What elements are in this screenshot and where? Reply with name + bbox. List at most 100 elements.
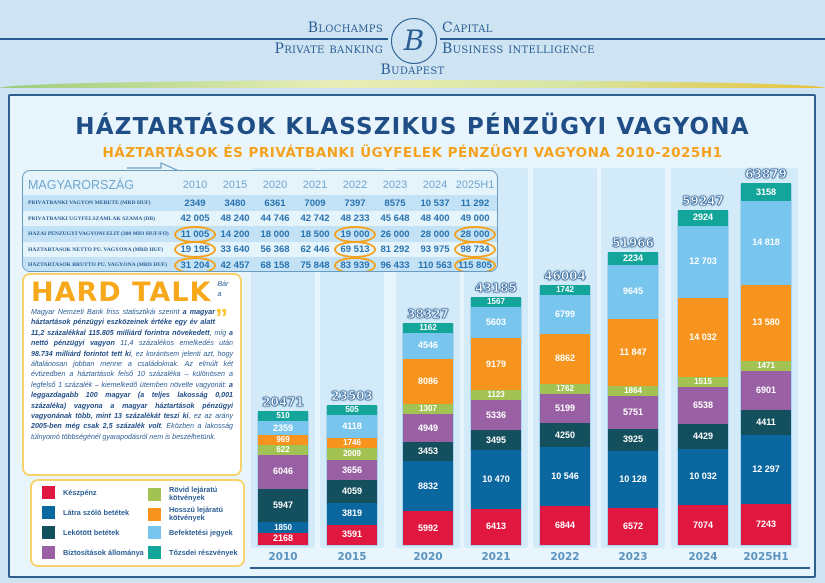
brand-logo: B — [391, 18, 437, 64]
bar-2023: 6572 10 128 3925 5751 1864 11 847 9645 2234 — [607, 252, 659, 546]
table-cell: 14 200 — [220, 228, 250, 240]
bar-segment: 505 — [327, 405, 377, 416]
column-header: 2010 — [182, 179, 208, 191]
bar-segment: 11 847 — [608, 319, 658, 386]
table-title: MAGYARORSZÁG — [28, 178, 135, 192]
highlighted-text: a nettó pénzügyi vagyon — [31, 328, 233, 348]
table-row: HÁZTARTÁSOK BRUTTÓ PÜ. VAGYONA (MRD HUF)… — [23, 256, 497, 271]
table-cell: 48 233 — [340, 213, 370, 224]
bar-segment: 6413 — [471, 508, 521, 545]
body-text: . Eközben a lakosság túlnyomó többségéné… — [31, 422, 233, 441]
bar-2024: 7074 10 032 4429 6538 1515 14 032 12 703 2924 — [677, 209, 729, 546]
bar-total-label: 51966 — [612, 236, 654, 251]
tagline-left: Private banking — [274, 41, 383, 57]
bar-2022: 6844 10 546 4250 5199 1762 8862 6799 1742 — [539, 285, 591, 546]
body-text: , míg — [209, 328, 230, 337]
bar-segment: 3925 — [608, 428, 658, 451]
row-label: HÁZTARTÁSOK BRUTTÓ PÜ. VAGYONA (MRD HUF) — [28, 262, 168, 268]
legend-label: Rövid lejáratú kötvények — [169, 485, 218, 502]
bar-segment: 10 128 — [608, 450, 658, 508]
bar-segment: 1471 — [741, 361, 791, 372]
table-cell: 75 848 — [300, 259, 330, 271]
bar-segment: 6538 — [678, 386, 728, 424]
x-tick-label: 2024 — [688, 551, 718, 563]
row-label: PRIVÁTBANKI VAGYON MÉRETE (MRD HUF) — [28, 200, 151, 206]
highlighted-text: 98.734 milliárd forintot tett ki — [31, 349, 131, 358]
table-cell: 8575 — [384, 197, 406, 209]
table-cell: 26 000 — [380, 228, 410, 240]
bar-total-label: 43185 — [475, 280, 517, 295]
bar-segment: 2168 — [258, 532, 308, 545]
legend-item: Befektetési jegyek — [148, 526, 243, 539]
hard-talk-title: HARD TALK — [31, 277, 212, 308]
bar-segment: 8862 — [540, 333, 590, 384]
bar-2015: 3591 3819 4059 3656 2009 1746 4118 505 — [326, 405, 378, 546]
bar-segment: 2359 — [258, 421, 308, 435]
bar-segment: 7074 — [678, 505, 728, 545]
legend-item: Látra szóló betétek — [42, 506, 146, 519]
column-header: 2023 — [382, 179, 408, 191]
legend-item: Hosszú lejáratú kötvények — [148, 506, 243, 522]
legend-swatch — [148, 546, 161, 559]
bar-total-label: 38327 — [407, 306, 449, 321]
hard-talk-box: HARD TALK ” Bár a Magyar Nemzeti Bank fr… — [22, 273, 242, 476]
table-cell: 19 195 — [174, 241, 216, 258]
bar-segment: 4411 — [741, 410, 791, 435]
bar-segment: 1742 — [540, 285, 590, 296]
bar-segment: 5336 — [471, 400, 521, 431]
bar-segment: 4949 — [403, 414, 453, 442]
legend-label: Látra szóló betétek — [63, 507, 130, 517]
legend-swatch — [42, 486, 55, 499]
column-header: 2024 — [422, 179, 448, 191]
table-cell: 69 513 — [334, 241, 376, 258]
table-row: PRIVÁTBANKI ÜGYFÉLSZÁMLÁK SZÁMA (DB) 42 0… — [23, 211, 497, 227]
bar-segment: 3453 — [403, 442, 453, 462]
legend-item: Tőzsdei részvények — [148, 546, 243, 559]
tagline-right: Business intelligence — [442, 41, 595, 57]
table-cell: 28 000 — [454, 225, 496, 243]
legend-item: Készpénz — [42, 486, 146, 499]
bar-segment: 3495 — [471, 430, 521, 450]
table-cell: 81 292 — [380, 244, 410, 255]
table-cell: 10 537 — [420, 197, 450, 209]
body-text: Bár a Magyar Nemzeti Bank friss statiszt… — [31, 280, 229, 316]
bar-segment: 1762 — [540, 383, 590, 394]
bar-segment: 4250 — [540, 423, 590, 447]
brand-name-right: Capital — [442, 20, 493, 36]
table-cell: 56 368 — [260, 244, 290, 255]
table-row: HAZAI PÉNZÜGYI VAGYONI ELIT (300 MIÓ HUF… — [23, 225, 497, 243]
table-cell: 2349 — [184, 197, 206, 209]
bar-segment: 3656 — [327, 459, 377, 481]
summary-table: MAGYARORSZÁG 2010 2015 2020 2021 2022 2023 2024… — [22, 170, 498, 272]
bar-segment: 5992 — [403, 511, 453, 545]
bar-segment: 3591 — [327, 524, 377, 545]
row-label: HAZAI PÉNZÜGYI VAGYONI ELIT (300 MIÓ HUF… — [28, 231, 169, 237]
bar-segment: 13 580 — [741, 284, 791, 362]
legend-swatch — [42, 546, 55, 559]
column-header: 2020 — [262, 179, 288, 191]
highlighted-text: a leggazdagabb 100 magyar (a teljes lako… — [31, 380, 233, 421]
column-header: 2021 — [302, 179, 328, 191]
bar-segment: 6799 — [540, 295, 590, 334]
table-cell: 98 734 — [454, 241, 496, 258]
x-tick-label: 2020 — [413, 551, 443, 563]
table-cell: 62 446 — [300, 244, 330, 255]
bar-segment: 8086 — [403, 358, 453, 405]
table-cell: 44 746 — [260, 213, 290, 224]
table-cell: 49 000 — [460, 213, 490, 224]
bar-segment: 12 703 — [678, 226, 728, 298]
table-cell: 48 400 — [420, 213, 450, 224]
table-cell: 93 975 — [420, 244, 450, 255]
bar-total-label: 20471 — [262, 395, 304, 410]
bar-segment: 9645 — [608, 264, 658, 320]
brand-name-left: Blochamps — [307, 20, 383, 36]
column-header: 2022 — [342, 179, 368, 191]
bar-segment: 10 470 — [471, 449, 521, 509]
bar-segment: 6844 — [540, 506, 590, 545]
table-cell: 18 000 — [260, 228, 290, 240]
bar-segment: 1567 — [471, 296, 521, 307]
x-tick-label: 2025H1 — [743, 551, 789, 563]
bar-segment: 2009 — [327, 448, 377, 460]
bar-total-label: 63879 — [745, 167, 787, 182]
table-cell: 31 204 — [174, 256, 216, 271]
